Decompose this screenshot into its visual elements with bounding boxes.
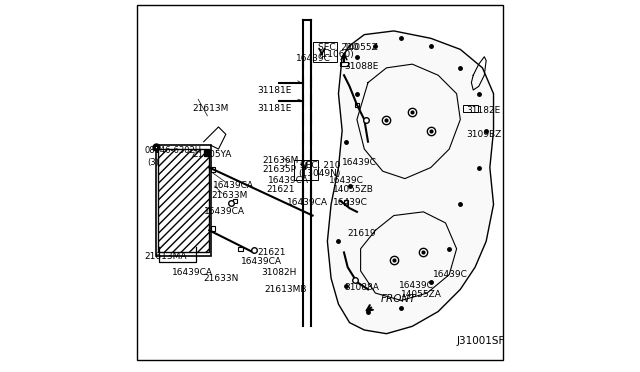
Bar [211, 167, 215, 171]
Bar [294, 160, 318, 180]
Bar [156, 145, 211, 256]
Text: 3109BZ: 3109BZ [466, 130, 501, 139]
Text: FRONT: FRONT [381, 294, 417, 304]
Text: 16439CA: 16439CA [287, 198, 328, 207]
Bar [239, 247, 243, 251]
Text: 16439C: 16439C [296, 54, 331, 63]
Text: 16439CA: 16439CA [213, 182, 254, 190]
Text: 21305YA: 21305YA [193, 150, 232, 159]
Text: 08146-6302H: 08146-6302H [145, 147, 202, 155]
Text: 16439C: 16439C [333, 198, 368, 207]
Bar [344, 201, 348, 205]
Text: 21633N: 21633N [204, 274, 239, 283]
Text: 14055Z: 14055Z [344, 43, 379, 52]
Text: 21636M: 21636M [263, 155, 299, 165]
Bar [312, 42, 337, 62]
Text: 16439C: 16439C [329, 176, 364, 185]
Text: 14055ZB: 14055ZB [333, 185, 374, 194]
Bar [211, 226, 215, 231]
Text: 21613MA: 21613MA [145, 251, 187, 261]
Text: SEC. 210: SEC. 210 [318, 43, 358, 52]
Bar [157, 149, 209, 253]
Bar [233, 199, 237, 203]
Text: 16439C: 16439C [399, 281, 435, 290]
Text: 16439CA: 16439CA [204, 207, 244, 217]
Text: 21621: 21621 [257, 248, 285, 257]
Text: 31082H: 31082H [261, 268, 296, 277]
Text: 16439C: 16439C [433, 270, 467, 279]
Text: 16439C: 16439C [342, 157, 377, 167]
Text: 16439CA: 16439CA [268, 176, 309, 185]
Text: 31181E: 31181E [257, 104, 292, 113]
Text: 31088E: 31088E [344, 61, 378, 71]
Polygon shape [328, 31, 493, 334]
Text: SEC. 210: SEC. 210 [300, 161, 340, 170]
Text: 31182E: 31182E [466, 106, 500, 115]
Text: (3): (3) [147, 157, 159, 167]
Text: 21633M: 21633M [211, 191, 248, 200]
Bar [355, 103, 359, 107]
Bar [463, 105, 478, 112]
Text: J31001SF: J31001SF [456, 336, 505, 346]
Text: 31088A: 31088A [344, 283, 379, 292]
Text: 21621: 21621 [266, 185, 295, 194]
Text: 21635P: 21635P [263, 165, 297, 174]
Text: 31181E: 31181E [257, 86, 292, 94]
Text: 21613MB: 21613MB [264, 285, 307, 294]
Bar [340, 62, 348, 66]
Text: 21619: 21619 [348, 230, 376, 238]
Text: 16439CA: 16439CA [172, 268, 213, 277]
Text: (11060): (11060) [318, 51, 354, 60]
Text: (13049N): (13049N) [298, 169, 340, 177]
Text: 16439CA: 16439CA [241, 257, 282, 266]
Text: 14055ZA: 14055ZA [401, 291, 442, 299]
Text: 21613M: 21613M [193, 104, 229, 113]
